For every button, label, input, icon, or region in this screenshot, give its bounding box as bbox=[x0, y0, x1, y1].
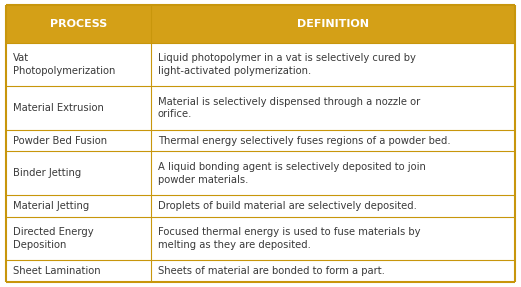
Text: DEFINITION: DEFINITION bbox=[297, 19, 369, 29]
Text: Material Extrusion: Material Extrusion bbox=[13, 103, 104, 113]
Bar bbox=[6, 260, 515, 282]
Bar bbox=[6, 130, 515, 152]
Text: Vat
Photopolymerization: Vat Photopolymerization bbox=[13, 53, 115, 76]
Text: Focused thermal energy is used to fuse materials by
melting as they are deposite: Focused thermal energy is used to fuse m… bbox=[158, 227, 420, 250]
Text: Directed Energy
Deposition: Directed Energy Deposition bbox=[13, 227, 94, 250]
Text: PROCESS: PROCESS bbox=[50, 19, 107, 29]
Text: Sheets of material are bonded to form a part.: Sheets of material are bonded to form a … bbox=[158, 266, 385, 276]
Text: Droplets of build material are selectively deposited.: Droplets of build material are selective… bbox=[158, 201, 417, 211]
Bar bbox=[6, 5, 515, 43]
Bar bbox=[6, 217, 515, 260]
Text: Thermal energy selectively fuses regions of a powder bed.: Thermal energy selectively fuses regions… bbox=[158, 135, 451, 146]
Text: Binder Jetting: Binder Jetting bbox=[13, 168, 81, 178]
Text: Material Jetting: Material Jetting bbox=[13, 201, 89, 211]
Bar bbox=[6, 152, 515, 195]
Bar bbox=[6, 195, 515, 217]
Text: Powder Bed Fusion: Powder Bed Fusion bbox=[13, 135, 107, 146]
Text: Sheet Lamination: Sheet Lamination bbox=[13, 266, 101, 276]
Bar bbox=[6, 43, 515, 86]
Text: Material is selectively dispensed through a nozzle or
orifice.: Material is selectively dispensed throug… bbox=[158, 97, 420, 119]
Text: Liquid photopolymer in a vat is selectively cured by
light-activated polymerizat: Liquid photopolymer in a vat is selectiv… bbox=[158, 53, 416, 76]
Text: A liquid bonding agent is selectively deposited to join
powder materials.: A liquid bonding agent is selectively de… bbox=[158, 162, 426, 185]
Bar bbox=[6, 86, 515, 130]
